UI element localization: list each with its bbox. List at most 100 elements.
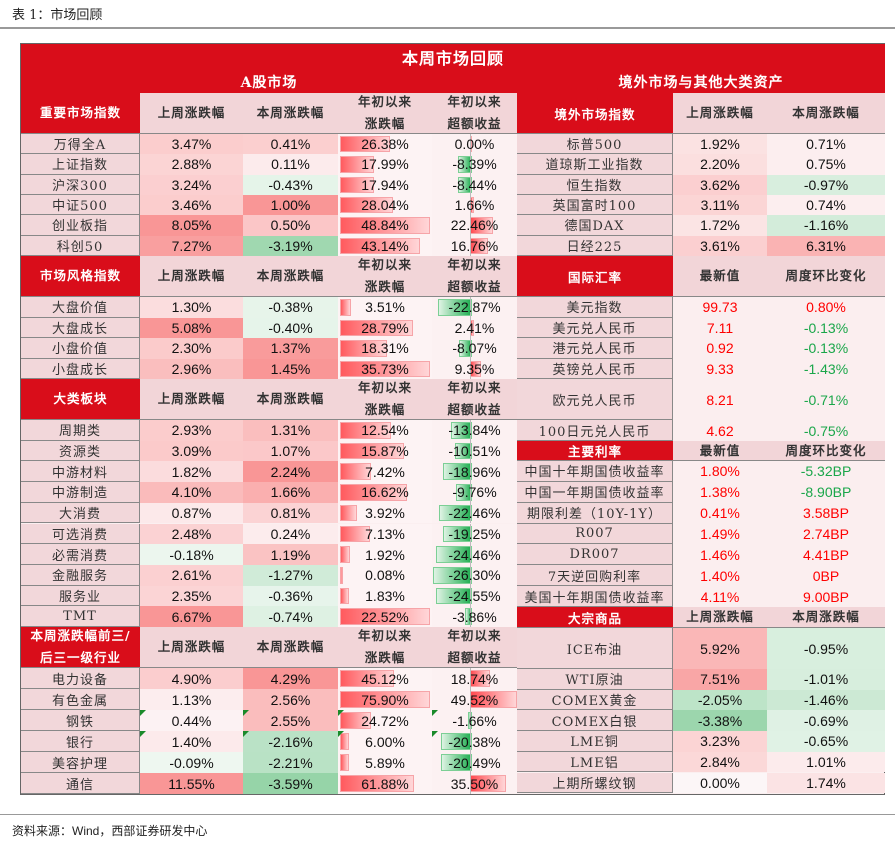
cell-value: 9.33 — [706, 360, 734, 377]
column-header: 上周涨跌幅 — [140, 379, 243, 420]
value-cell: -0.65% — [767, 731, 885, 752]
excess-return-data-bar — [437, 299, 472, 316]
cell-value: -1.66% — [452, 712, 497, 729]
ytd-data-bar — [340, 712, 371, 729]
ytd-data-bar — [340, 463, 371, 481]
value-cell: 9.00BP — [767, 586, 885, 607]
comment-marker-icon — [243, 731, 249, 737]
value-cell: 1.45% — [243, 358, 338, 379]
cell-value: 2.93% — [171, 422, 212, 439]
value-cell: 3.51% — [338, 297, 432, 318]
value-cell: 12.54% — [338, 420, 432, 441]
bar-axis — [470, 773, 471, 794]
row-label: 电力设备 — [21, 668, 140, 689]
row-label: 美容护理 — [21, 752, 140, 773]
cell-value: 6.67% — [171, 608, 212, 625]
value-cell: 0.81% — [243, 502, 338, 524]
cell-value: -24.55% — [448, 587, 501, 604]
value-cell: 0.24% — [243, 523, 338, 545]
row-label: 金融服务 — [21, 564, 140, 586]
value-cell: 1.00% — [243, 195, 338, 216]
value-cell: -13.84% — [432, 420, 517, 441]
value-cell: 2.48% — [140, 523, 243, 545]
value-cell: 1.07% — [243, 440, 338, 462]
section-header: 国际汇率 — [517, 256, 673, 297]
row-label: 钢铁 — [21, 710, 140, 731]
value-cell: -8.44% — [432, 174, 517, 195]
cell-value: 18.74% — [450, 670, 499, 687]
cell-value: 2.24% — [270, 463, 311, 480]
cell-value: 26.38% — [361, 136, 409, 153]
value-cell: 16.76% — [432, 235, 517, 256]
value-cell: 15.87% — [338, 440, 432, 462]
ytd-data-bar — [340, 176, 375, 193]
value-cell: 0.08% — [338, 564, 432, 586]
cell-value: 4.29% — [270, 670, 311, 687]
cell-value: -0.65% — [803, 733, 849, 750]
column-header: 年初以来 超额收益 — [432, 93, 517, 134]
value-cell: 3.47% — [140, 134, 243, 155]
row-label: 有色金属 — [21, 689, 140, 710]
cell-value: 24.72% — [361, 712, 409, 729]
value-cell: -1.16% — [767, 215, 885, 236]
value-cell: 18.74% — [432, 668, 517, 689]
cell-value: 1.07% — [270, 443, 311, 460]
value-cell: 61.88% — [338, 773, 432, 794]
section-header: 大宗商品 — [517, 607, 673, 628]
cell-value: 61.88% — [361, 775, 409, 792]
cell-value: -2.16% — [268, 733, 313, 750]
value-cell: 28.79% — [338, 317, 432, 338]
cell-value: 28.04% — [361, 197, 409, 214]
value-cell: 4.41BP — [767, 544, 885, 566]
cell-value: 11.55% — [168, 775, 215, 792]
value-cell: 35.73% — [338, 358, 432, 379]
cell-value: -13.84% — [448, 422, 501, 439]
cell-value: -1.01% — [803, 671, 849, 688]
row-label: 美元指数 — [517, 297, 673, 318]
cell-value: 2.88% — [171, 156, 212, 173]
value-cell: 6.31% — [767, 235, 885, 256]
value-cell: 7.42% — [338, 461, 432, 483]
cell-value: 5.92% — [700, 640, 740, 657]
cell-value: -0.13% — [803, 340, 849, 357]
value-cell: -5.32BP — [767, 461, 885, 482]
column-header: 周度环比变化 — [767, 256, 885, 297]
cell-value: 3.51% — [365, 299, 405, 316]
row-label: 可选消费 — [21, 523, 140, 545]
cell-value: 8.21 — [706, 391, 734, 408]
ytd-data-bar — [340, 156, 375, 173]
value-cell: 3.23% — [673, 731, 767, 752]
value-cell: 4.10% — [140, 482, 243, 503]
table-caption: 表 1：市场回顾 — [12, 8, 103, 23]
bar-axis — [470, 461, 471, 483]
cell-value: -9.76% — [452, 484, 497, 501]
cell-value: 17.99% — [361, 156, 409, 173]
cell-value: -0.13% — [803, 319, 849, 336]
cell-value: 1.01% — [806, 754, 846, 771]
excess-return-data-bar — [438, 504, 472, 522]
value-cell: 0.41% — [673, 502, 767, 524]
value-cell: 1.49% — [673, 523, 767, 545]
value-cell: -1.43% — [767, 358, 885, 379]
cell-value: -0.40% — [268, 319, 313, 336]
value-cell: 4.29% — [243, 668, 338, 689]
comment-marker-icon — [243, 710, 249, 716]
cell-value: 3.11% — [700, 197, 740, 214]
value-cell: 2.55% — [243, 710, 338, 731]
value-cell: 24.72% — [338, 710, 432, 731]
ytd-data-bar — [340, 670, 395, 687]
excess-return-data-bar — [450, 422, 472, 439]
value-cell: -0.95% — [767, 628, 885, 669]
row-label: 上期所螺纹钢 — [517, 772, 673, 794]
row-label: 上证指数 — [21, 154, 140, 175]
ytd-data-bar — [340, 340, 388, 357]
cell-value: -0.75% — [803, 422, 849, 439]
value-cell: -20.49% — [432, 752, 517, 773]
value-cell: -8.39% — [432, 154, 517, 175]
cell-value: 1.66% — [270, 484, 311, 501]
cell-value: 2.56% — [270, 691, 311, 708]
value-cell: 1.13% — [140, 689, 243, 710]
ytd-data-bar — [340, 587, 350, 605]
value-cell: 1.92% — [338, 544, 432, 565]
cell-value: -0.38% — [268, 299, 313, 316]
